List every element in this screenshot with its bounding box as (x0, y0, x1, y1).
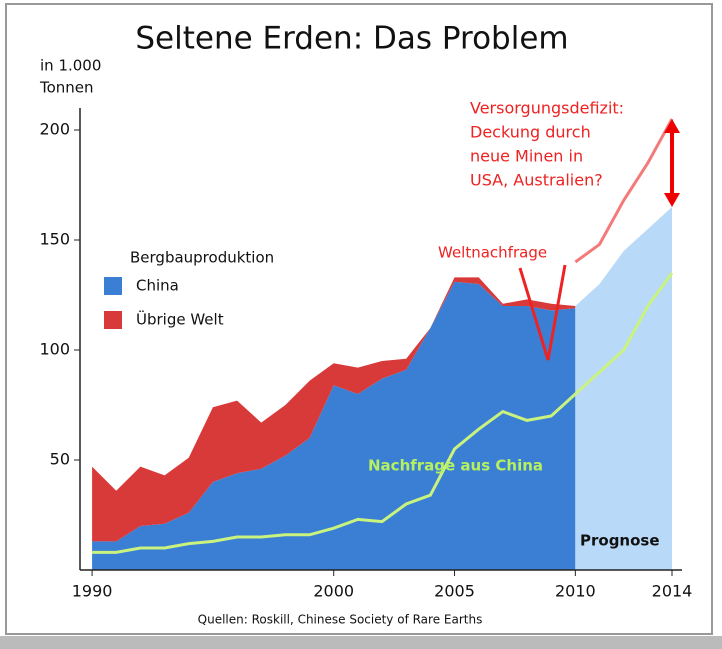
y-tick-label: 50 (50, 450, 70, 469)
pointer (518, 264, 567, 361)
y-label: in 1.000 (40, 57, 101, 75)
x-tick-label: 2005 (434, 582, 475, 601)
legend-label: China (136, 277, 179, 295)
chart-title: Seltene Erden: Das Problem (135, 21, 568, 57)
x-tick-label: 2014 (652, 582, 693, 601)
annotation: Versorgungsdefizit: (470, 99, 624, 118)
line (92, 272, 674, 554)
area (92, 281, 576, 570)
annotation: Deckung durch (470, 123, 591, 142)
line (574, 118, 674, 264)
area (92, 277, 576, 542)
source: Quellen: Roskill, Chinese Society of Rar… (198, 613, 483, 627)
x-tick-label: 2000 (313, 582, 354, 601)
annotation: Prognose (580, 532, 660, 550)
y-tick-label: 100 (39, 340, 70, 359)
x-tick-label: 1990 (72, 582, 113, 601)
arrow-head (664, 119, 680, 133)
area (575, 207, 672, 570)
legend-label: Übrige Welt (136, 310, 224, 329)
shadow (0, 636, 722, 649)
annotation: Nachfrage aus China (368, 457, 543, 475)
annotation: neue Minen in (470, 147, 583, 166)
arrow-head (664, 193, 680, 207)
y-label: Tonnen (39, 79, 94, 97)
y-tick-label: 200 (39, 120, 70, 139)
x-tick-label: 2010 (555, 582, 596, 601)
legend-swatch (104, 277, 122, 295)
annotation: Weltnachfrage (438, 244, 547, 262)
legend-swatch (104, 311, 122, 329)
annotation: USA, Australien? (470, 171, 603, 190)
y-tick-label: 150 (39, 230, 70, 249)
legend-title: Bergbauproduktion (130, 249, 274, 267)
